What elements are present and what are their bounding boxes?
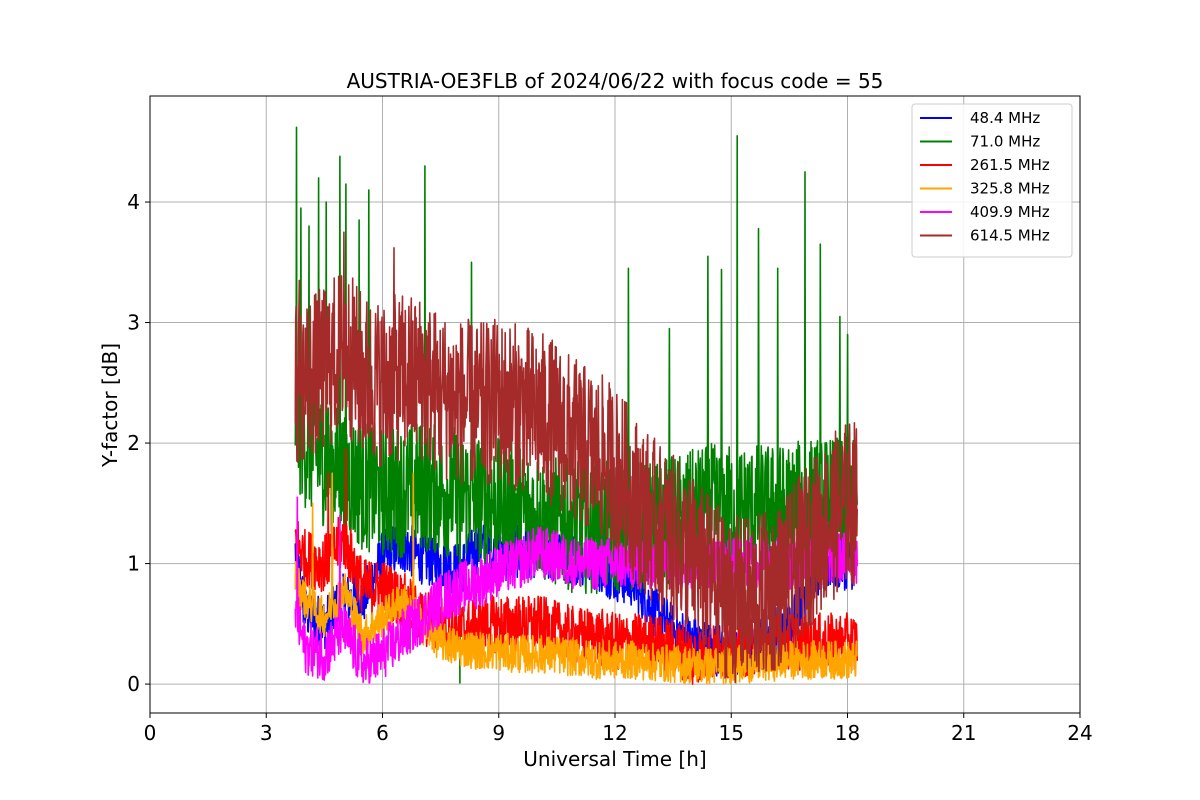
series-layer <box>294 126 858 685</box>
x-tick-label: 6 <box>376 721 389 745</box>
x-tick-label: 0 <box>144 721 157 745</box>
legend-label: 261.5 MHz <box>970 156 1050 174</box>
legend-label: 71.0 MHz <box>970 133 1040 151</box>
legend-label: 325.8 MHz <box>970 180 1050 198</box>
x-tick-label: 9 <box>492 721 505 745</box>
y-tick-label: 3 <box>127 311 140 335</box>
x-tick-label: 3 <box>260 721 273 745</box>
y-tick-label: 4 <box>127 190 140 214</box>
x-axis-ticks: 0 3 6 9 12 15 18 21 24 <box>144 713 1093 745</box>
series-line <box>294 496 858 684</box>
x-tick-label: 12 <box>602 721 627 745</box>
x-tick-label: 15 <box>719 721 744 745</box>
x-tick-label: 24 <box>1067 721 1092 745</box>
x-axis-label: Universal Time [h] <box>523 747 706 771</box>
plot-area <box>294 126 858 685</box>
x-tick-label: 18 <box>835 721 860 745</box>
y-axis-label: Y-factor [dB] <box>98 343 122 468</box>
y-tick-label: 0 <box>127 672 140 696</box>
legend-label: 48.4 MHz <box>970 109 1040 127</box>
chart-title: AUSTRIA-OE3FLB of 2024/06/22 with focus … <box>347 69 884 93</box>
series-line <box>294 231 858 684</box>
x-tick-label: 21 <box>951 721 976 745</box>
legend-label: 409.9 MHz <box>970 203 1050 221</box>
y-tick-label: 1 <box>127 552 140 576</box>
y-axis-ticks: 0 1 2 3 4 <box>127 190 150 696</box>
legend: 48.4 MHz 71.0 MHz 261.5 MHz 325.8 MHz 409.9… <box>911 103 1073 258</box>
y-tick-label: 2 <box>127 431 140 455</box>
legend-label: 614.5 MHz <box>970 227 1050 245</box>
